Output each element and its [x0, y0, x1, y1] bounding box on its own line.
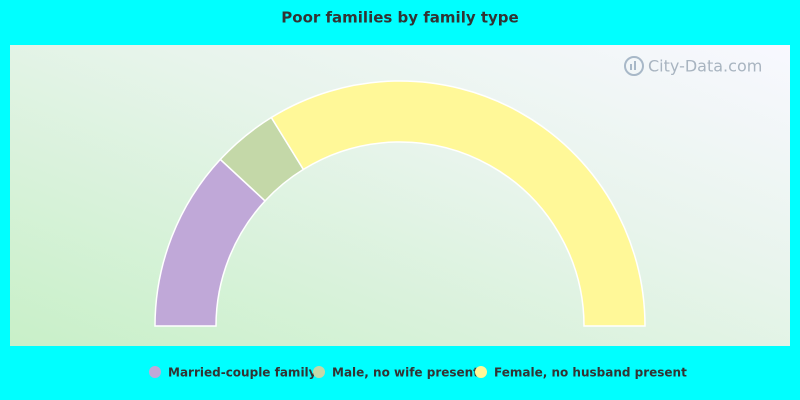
legend-swatch [313, 366, 325, 378]
legend-swatch [475, 366, 487, 378]
watermark-icon [624, 56, 644, 76]
legend-label: Female, no husband present [494, 366, 687, 380]
legend-swatch [149, 366, 161, 378]
chart-title: Poor families by family type [281, 9, 518, 27]
legend-label: Male, no wife present [332, 366, 479, 380]
donut-segment [270, 80, 646, 327]
watermark: City-Data.com [648, 57, 762, 76]
legend-label: Married-couple family [168, 366, 317, 380]
